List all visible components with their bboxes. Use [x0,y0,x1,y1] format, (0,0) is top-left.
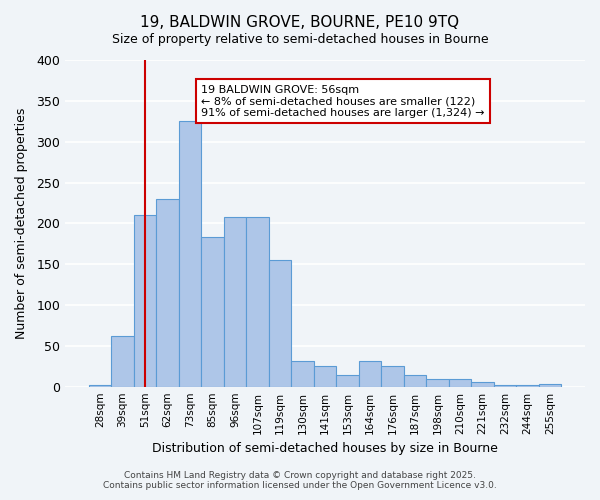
X-axis label: Distribution of semi-detached houses by size in Bourne: Distribution of semi-detached houses by … [152,442,498,455]
Bar [427,378,449,386]
Bar [449,378,472,386]
Text: Contains HM Land Registry data © Crown copyright and database right 2025.
Contai: Contains HM Land Registry data © Crown c… [103,470,497,490]
Bar [224,217,246,386]
Bar [382,366,404,386]
Bar [291,360,314,386]
Bar [359,360,382,386]
Bar [494,385,517,386]
Bar [179,122,201,386]
Bar [517,385,539,386]
Bar [156,199,179,386]
Bar [201,237,224,386]
Bar [134,215,156,386]
Text: 19, BALDWIN GROVE, BOURNE, PE10 9TQ: 19, BALDWIN GROVE, BOURNE, PE10 9TQ [140,15,460,30]
Bar [539,384,562,386]
Bar [472,382,494,386]
Bar [336,375,359,386]
Bar [314,366,336,386]
Bar [111,336,134,386]
Y-axis label: Number of semi-detached properties: Number of semi-detached properties [15,108,28,339]
Bar [89,385,111,386]
Bar [246,217,269,386]
Bar [404,375,427,386]
Bar [269,260,291,386]
Text: Size of property relative to semi-detached houses in Bourne: Size of property relative to semi-detach… [112,32,488,46]
Text: 19 BALDWIN GROVE: 56sqm
← 8% of semi-detached houses are smaller (122)
91% of se: 19 BALDWIN GROVE: 56sqm ← 8% of semi-det… [201,84,485,117]
